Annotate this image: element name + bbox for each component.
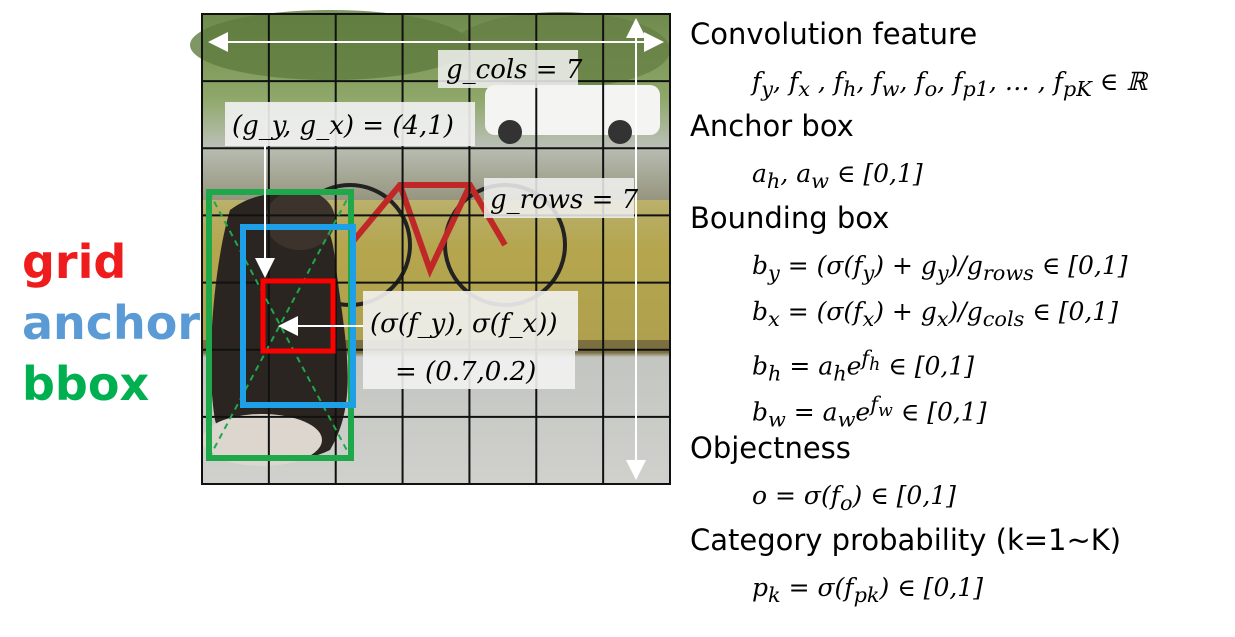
anchor-box	[240, 224, 356, 408]
legend-grid-label: grid	[22, 235, 127, 289]
formula-objectness: o = σ(fo) ∈ [0,1]	[752, 481, 956, 515]
cols-label-bg	[438, 50, 578, 88]
formula-by: by = (σ(fy) + gy)/grows ∈ [0,1]	[752, 251, 1128, 285]
offset-label: (σ(f_y), σ(f_x))	[370, 309, 557, 339]
section-heading-category: Category probability (k=1~K)	[690, 523, 1122, 557]
offset-label-bg	[363, 291, 578, 351]
cell-label-bg	[225, 102, 475, 146]
formula-category: pk = σ(fpk) ∈ [0,1]	[752, 573, 983, 607]
formula-panel: Convolution feature fy, fx , fh, fw, fo,…	[690, 14, 1230, 612]
grid-cell-box	[260, 278, 336, 354]
offset-value-bg	[363, 351, 575, 389]
rows-label: g_rows = 7	[490, 185, 639, 215]
formula-convolution: fy, fx , fh, fw, fo, fp1, … , fpK ∈ ℝ	[752, 67, 1147, 101]
formula-anchor: ah, aw ∈ [0,1]	[752, 159, 923, 193]
section-heading-objectness: Objectness	[690, 431, 851, 465]
formula-bx: bx = (σ(fx) + gx)/gcols ∈ [0,1]	[752, 297, 1118, 331]
legend-anchor-label: anchor	[22, 296, 201, 350]
section-heading-convolution: Convolution feature	[690, 17, 978, 51]
section-heading-bbox: Bounding box	[690, 201, 890, 235]
formula-bh: bh = ahefh ∈ [0,1]	[752, 346, 974, 386]
section-heading-anchor: Anchor box	[690, 109, 854, 143]
cell-label: (g_y, g_x) = (4,1)	[232, 111, 454, 141]
cols-label: g_cols = 7	[446, 55, 583, 85]
image-frame	[201, 13, 671, 485]
offset-value: = (0.7,0.2)	[395, 357, 536, 387]
yolo-grid-diagram: g_cols = 7 g_rows = 7 (g_y, g_x) = (4,1)…	[190, 10, 671, 485]
legend: grid anchor bbox	[22, 232, 200, 415]
formula-bw: bw = awefw ∈ [0,1]	[752, 392, 987, 432]
legend-bbox-label: bbox	[22, 357, 150, 411]
rows-label-bg	[484, 178, 634, 218]
